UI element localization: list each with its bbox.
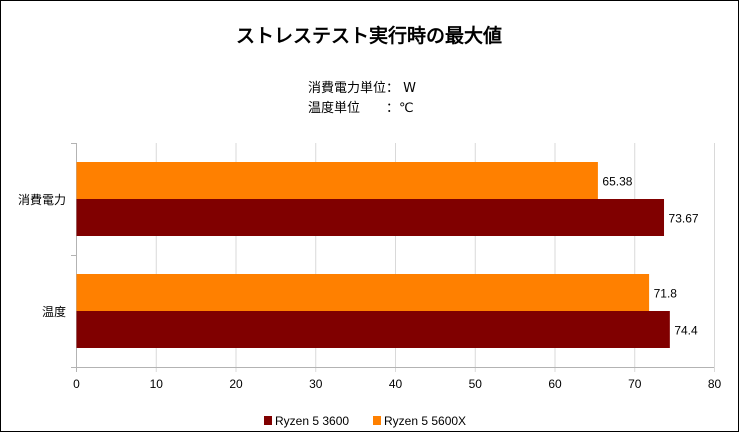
legend-label: Ryzen 5 3600 <box>275 414 349 428</box>
x-tick-label: 70 <box>628 377 642 391</box>
x-tick-label: 10 <box>150 377 164 391</box>
chart-title: ストレステスト実行時の最大値 <box>236 24 502 47</box>
x-tick-label: 0 <box>73 377 80 391</box>
y-category-label: 温度 <box>42 304 66 319</box>
bar-ryzen-5-5600x <box>76 274 650 311</box>
bar-ryzen-5-3600 <box>76 199 665 236</box>
data-label: 65.38 <box>602 175 632 189</box>
bar-ryzen-5-3600 <box>76 311 670 348</box>
data-label: 71.8 <box>654 287 678 301</box>
data-label: 74.4 <box>674 324 698 338</box>
subtitle-line-power: 消費電力単位： W <box>308 80 416 96</box>
x-tick-label: 50 <box>469 377 483 391</box>
x-tick-label: 60 <box>548 377 562 391</box>
x-tick-label: 30 <box>309 377 323 391</box>
subtitle-line-temp: 温度単位 ：℃ <box>308 100 414 116</box>
x-tick-label: 80 <box>708 377 722 391</box>
y-category-label: 消費電力 <box>18 192 66 207</box>
legend-swatch <box>264 416 272 425</box>
legend-swatch <box>373 416 381 425</box>
legend-label: Ryzen 5 5600X <box>384 414 466 428</box>
data-label: 73.67 <box>669 212 699 226</box>
x-tick-label: 40 <box>389 377 403 391</box>
bar-ryzen-5-5600x <box>76 162 598 199</box>
x-tick-label: 20 <box>229 377 243 391</box>
